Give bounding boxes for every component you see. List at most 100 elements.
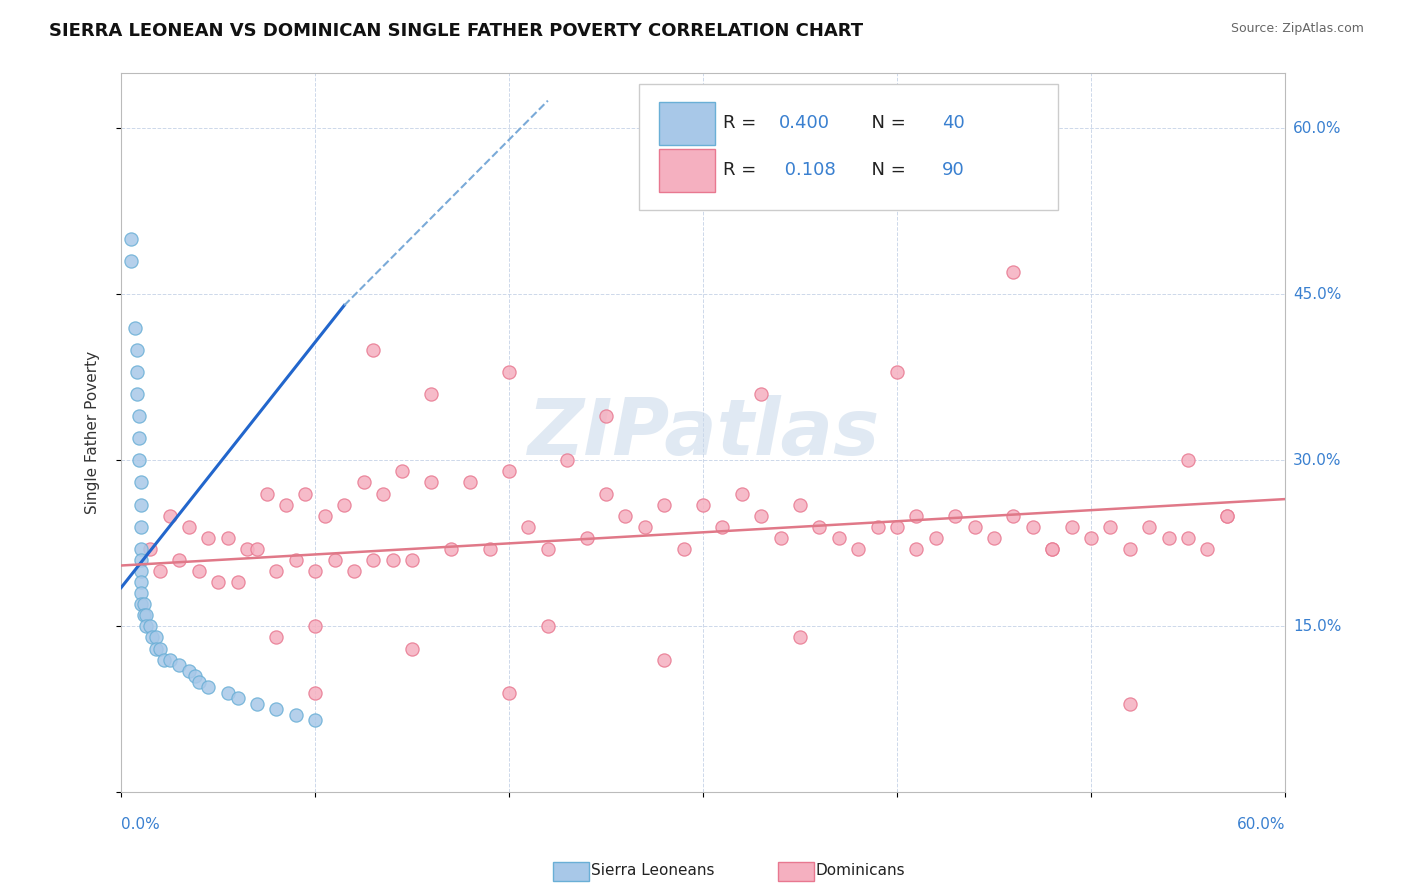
Point: [789, 631, 811, 645]
Point: [769, 531, 792, 545]
Point: [304, 564, 326, 578]
Point: [129, 520, 152, 534]
Point: [943, 508, 966, 523]
Point: [177, 664, 200, 678]
Point: [187, 674, 209, 689]
Point: [153, 652, 176, 666]
Text: 60.0%: 60.0%: [1236, 817, 1285, 832]
Point: [135, 619, 157, 633]
Point: [139, 541, 162, 556]
Point: [692, 498, 714, 512]
Point: [128, 431, 150, 445]
Point: [159, 652, 181, 666]
Point: [711, 520, 734, 534]
Point: [614, 508, 637, 523]
Point: [478, 541, 501, 556]
Y-axis label: Single Father Poverty: Single Father Poverty: [86, 351, 100, 515]
Point: [1060, 520, 1083, 534]
Point: [145, 631, 167, 645]
Point: [124, 320, 146, 334]
Point: [217, 686, 239, 700]
Point: [1080, 531, 1102, 545]
Point: [343, 564, 366, 578]
Point: [749, 508, 772, 523]
Point: [135, 608, 157, 623]
Point: [323, 553, 346, 567]
Point: [808, 520, 831, 534]
Point: [1002, 508, 1025, 523]
Text: 0.108: 0.108: [779, 161, 835, 179]
Point: [749, 387, 772, 401]
Point: [284, 707, 307, 722]
Point: [575, 531, 598, 545]
Point: [672, 541, 695, 556]
Point: [828, 531, 851, 545]
Point: [983, 531, 1005, 545]
Point: [537, 619, 560, 633]
Point: [458, 475, 481, 490]
Point: [128, 409, 150, 423]
Point: [363, 343, 385, 357]
Point: [440, 541, 463, 556]
Point: [1197, 541, 1219, 556]
FancyBboxPatch shape: [659, 102, 714, 145]
Point: [363, 553, 385, 567]
Point: [129, 575, 152, 590]
Point: [963, 520, 986, 534]
Point: [120, 254, 142, 268]
Point: [1119, 541, 1142, 556]
Text: Sierra Leoneans: Sierra Leoneans: [591, 863, 714, 878]
Point: [731, 486, 754, 500]
Point: [217, 531, 239, 545]
Text: Source: ZipAtlas.com: Source: ZipAtlas.com: [1230, 22, 1364, 36]
Point: [537, 541, 560, 556]
Point: [886, 520, 908, 534]
Point: [184, 669, 207, 683]
Point: [274, 498, 297, 512]
Point: [304, 619, 326, 633]
Point: [333, 498, 356, 512]
Point: [498, 365, 520, 379]
Point: [125, 343, 148, 357]
Point: [169, 658, 191, 673]
Point: [236, 541, 259, 556]
Point: [1040, 541, 1063, 556]
Point: [256, 486, 278, 500]
Point: [1119, 697, 1142, 711]
Point: [652, 652, 675, 666]
Text: N =: N =: [860, 161, 911, 179]
Point: [197, 531, 219, 545]
Point: [149, 641, 172, 656]
Point: [595, 409, 617, 423]
Point: [125, 365, 148, 379]
Point: [353, 475, 375, 490]
Point: [177, 520, 200, 534]
Point: [129, 553, 152, 567]
Point: [129, 541, 152, 556]
Point: [634, 520, 657, 534]
Point: [134, 597, 156, 611]
Point: [246, 697, 269, 711]
Point: [120, 232, 142, 246]
Point: [789, 498, 811, 512]
FancyBboxPatch shape: [640, 84, 1057, 210]
Point: [381, 553, 404, 567]
Text: SIERRA LEONEAN VS DOMINICAN SINGLE FATHER POVERTY CORRELATION CHART: SIERRA LEONEAN VS DOMINICAN SINGLE FATHE…: [49, 22, 863, 40]
Point: [1216, 508, 1239, 523]
Point: [129, 597, 152, 611]
Point: [595, 486, 617, 500]
Text: 40: 40: [942, 114, 965, 132]
Point: [866, 520, 889, 534]
Point: [129, 586, 152, 600]
Point: [1040, 541, 1063, 556]
Point: [1137, 520, 1160, 534]
Point: [159, 508, 181, 523]
Point: [169, 553, 191, 567]
Point: [145, 641, 167, 656]
Point: [304, 714, 326, 728]
Point: [226, 691, 249, 706]
Text: ZIPatlas: ZIPatlas: [527, 394, 879, 471]
Point: [905, 541, 928, 556]
Point: [1099, 520, 1122, 534]
Point: [1216, 508, 1239, 523]
